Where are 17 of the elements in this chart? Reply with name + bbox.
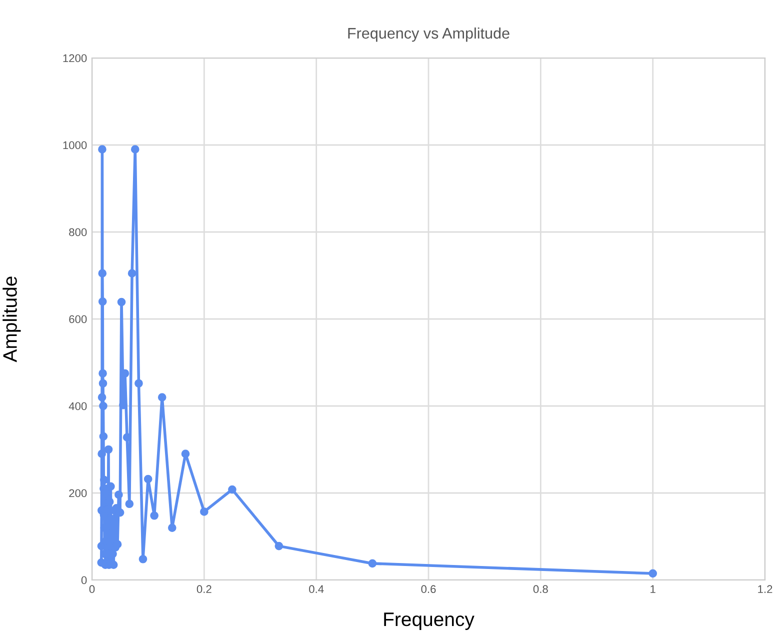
y-tick-label: 1200 <box>63 54 87 62</box>
x-tick-label: 0.2 <box>196 585 212 594</box>
x-tick-label: 1.2 <box>758 585 772 593</box>
y-tick-label: 800 <box>69 228 87 236</box>
y-tick-label: 1000 <box>63 141 87 150</box>
y-tick-label: 600 <box>69 315 87 324</box>
x-tick-label: 0 <box>89 585 95 594</box>
y-tick-label: 0 <box>81 576 87 584</box>
x-axis-title: Frequency <box>384 612 474 630</box>
x-tick-label: 0.8 <box>533 585 548 594</box>
y-tick-label: 200 <box>69 489 87 498</box>
x-tick-label: 0.6 <box>421 585 436 594</box>
y-tick-label: 400 <box>68 402 87 410</box>
x-tick-label: 0.4 <box>309 585 324 594</box>
x-tick-label: 1 <box>650 585 656 593</box>
chart-title: Frequency vs Amplitude <box>348 27 510 42</box>
y-axis-title: Amplitude <box>2 276 21 362</box>
